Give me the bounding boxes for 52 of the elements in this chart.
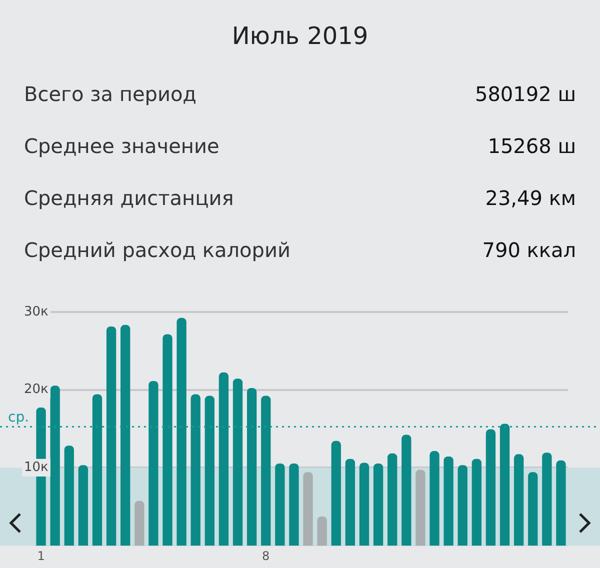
bar — [444, 456, 454, 546]
bar — [289, 464, 299, 546]
bar — [331, 440, 341, 546]
bar — [92, 394, 102, 546]
text: Средний расход калорий — [24, 238, 290, 262]
bar — [359, 462, 370, 546]
bar — [345, 458, 356, 546]
bar — [500, 424, 510, 546]
text: 15268 ш — [488, 134, 576, 158]
bar — [528, 472, 538, 546]
bar — [78, 465, 88, 546]
ref-line-label: ср. — [8, 409, 30, 426]
bar — [134, 500, 144, 546]
text: 580192 ш — [474, 82, 576, 106]
bar — [388, 453, 398, 546]
y-tick-label: 10к — [24, 460, 49, 476]
bar — [148, 380, 158, 546]
bar — [218, 372, 229, 546]
bar — [275, 464, 285, 546]
text: 790 ккал — [482, 238, 576, 262]
y-tick-label: 30к — [24, 304, 49, 320]
bar — [106, 326, 116, 546]
y-tick-label: 20к — [24, 382, 49, 398]
bar — [50, 386, 60, 546]
bar — [472, 458, 482, 546]
bar — [402, 434, 412, 546]
bar — [232, 378, 243, 546]
bar — [486, 429, 496, 546]
bar — [430, 451, 440, 546]
bar — [303, 472, 313, 546]
text: Всего за период — [24, 82, 197, 106]
bar — [556, 460, 566, 546]
bar — [317, 516, 327, 546]
bar — [373, 464, 384, 546]
text: Средняя дистанция — [24, 186, 234, 210]
bar — [204, 396, 214, 546]
chart-title: Июль 2019 — [230, 21, 370, 52]
bar — [64, 446, 74, 546]
bar — [458, 465, 468, 546]
bar — [261, 396, 271, 546]
text: 23,49 км — [485, 186, 576, 210]
x-tick-label: 8 — [262, 548, 270, 563]
bar — [542, 452, 552, 546]
bar — [176, 318, 186, 546]
bar — [190, 394, 200, 546]
text: Среднее значение — [24, 134, 220, 158]
bar — [162, 334, 172, 546]
bar — [120, 324, 130, 546]
bar — [416, 470, 426, 546]
bar — [246, 388, 257, 546]
x-tick-label: 1 — [37, 548, 45, 563]
bar — [514, 454, 524, 546]
